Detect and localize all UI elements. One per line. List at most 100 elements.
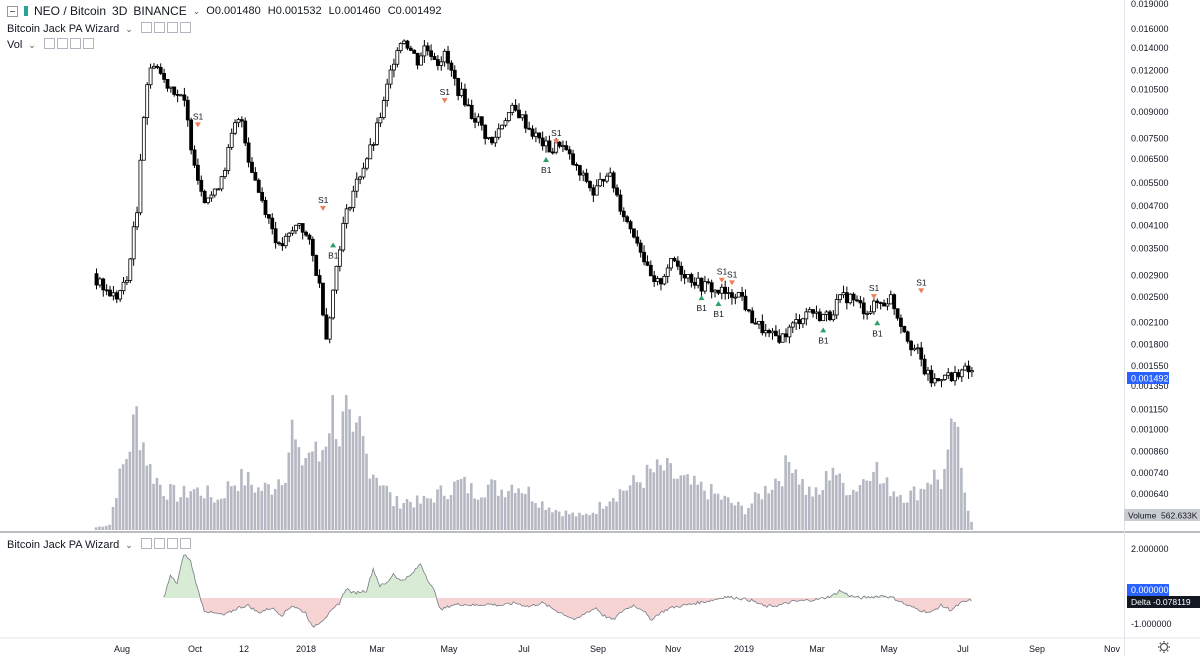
source-icon[interactable] [166,22,178,33]
volume-bar [625,490,629,530]
source-icon[interactable] [69,38,81,49]
settings-icon[interactable] [153,22,165,33]
candle-body [848,293,853,304]
eye-icon[interactable] [140,22,152,33]
candle-body [466,104,471,107]
volume-bar [314,441,318,530]
volume-bar [490,479,493,530]
settings-icon[interactable] [153,538,165,549]
candle-body [527,127,532,130]
candle-body [628,221,633,230]
signal-label: B1 [328,250,339,260]
interval[interactable]: 3D [112,4,128,18]
volume-bar [375,477,378,530]
candle-body [364,158,369,169]
candle-body [463,88,467,106]
volume-bar [131,414,135,530]
candle-body [733,296,738,299]
price-tick: 0.005500 [1131,178,1169,188]
candle-body [199,179,204,192]
volume-bar [497,495,500,530]
symbol-name[interactable]: NEO / Bitcoin [34,4,107,18]
candle-body [493,136,498,144]
candle-body [182,94,187,101]
volume-bar [351,431,355,530]
collapse-icon[interactable] [7,5,18,17]
price-tick: 0.006500 [1131,154,1169,164]
candle-body [942,374,947,380]
volume-bar [307,452,311,530]
volume-bar [835,475,838,530]
volume-bar [189,491,193,530]
volume-bar [865,480,869,530]
volume-bar [581,515,585,530]
volume-bar [304,458,307,530]
volume-bar [513,493,517,530]
indicator-name[interactable]: Vol [7,39,23,51]
delta-tag-label: Delta [1131,597,1151,607]
volume-bar [138,450,142,530]
chevron-down-icon[interactable]: ⌄ [28,39,36,50]
volume-bar [290,419,294,530]
price-tick: 0.002100 [1131,317,1169,327]
volume-bar [740,505,743,530]
candle-body [926,369,930,375]
candle-body [959,369,964,378]
candle-body [882,302,886,307]
volume-bar [240,468,243,530]
volume-bar [821,490,825,530]
volume-bar [838,473,841,530]
candle-body [804,311,809,320]
indicator-name[interactable]: Bitcoin Jack PA Wizard [7,539,120,551]
time-tick: Sep [590,644,606,654]
candle-body [517,109,521,119]
volume-tag-label: Volume [1128,511,1157,521]
volume-bar [527,486,531,530]
candle-body [408,47,413,51]
sell-marker [870,294,877,300]
volume-bar [297,447,301,530]
candle-body [239,119,244,122]
volume-bar [848,494,852,530]
candle-body [97,278,102,286]
price-axis[interactable]: 0.019000 0.016000 0.014000 0.012000 0.010500… [1131,0,1169,499]
source-icon[interactable] [166,538,178,549]
buy-marker [820,327,827,333]
chevron-down-icon[interactable]: ⌄ [192,5,201,16]
chevron-down-icon[interactable]: ⌄ [125,23,133,34]
eye-icon[interactable] [43,38,55,49]
chevron-down-icon[interactable]: ⌄ [125,539,133,550]
volume-bar [696,484,700,530]
lower-tick: 2.000000 [1131,544,1169,554]
candle-body [273,228,278,244]
candle-body [175,94,180,96]
volume-bar [473,498,476,530]
settings-icon[interactable] [56,38,68,49]
exchange: BINANCE [133,4,187,18]
gear-icon[interactable] [1158,641,1170,653]
eye-icon[interactable] [140,538,152,549]
candle-body [341,222,346,251]
indicator-name[interactable]: Bitcoin Jack PA Wizard [7,23,120,35]
candle-body [121,281,126,292]
candle-body [888,294,893,305]
close-icon[interactable] [179,538,191,549]
candle-body [219,176,224,190]
volume-bar [939,489,943,530]
volume-bar [659,464,662,530]
candle-body [588,181,592,189]
close-icon[interactable] [179,22,191,33]
candle-body [304,231,308,236]
candle-body [895,308,900,319]
close-value: C0.001492 [387,5,442,17]
volume-bar [733,505,737,530]
volume-bar [571,512,574,530]
volume-bar [916,500,919,530]
volume-bar [101,526,105,530]
time-axis[interactable]: Aug Oct 12 2018 Mar May Jul Sep Nov 2019 Mar May Jul… [114,644,1121,654]
volume-bar [341,411,345,530]
close-icon[interactable] [82,38,94,49]
volume-bar [726,497,730,530]
candle-body [632,228,636,238]
